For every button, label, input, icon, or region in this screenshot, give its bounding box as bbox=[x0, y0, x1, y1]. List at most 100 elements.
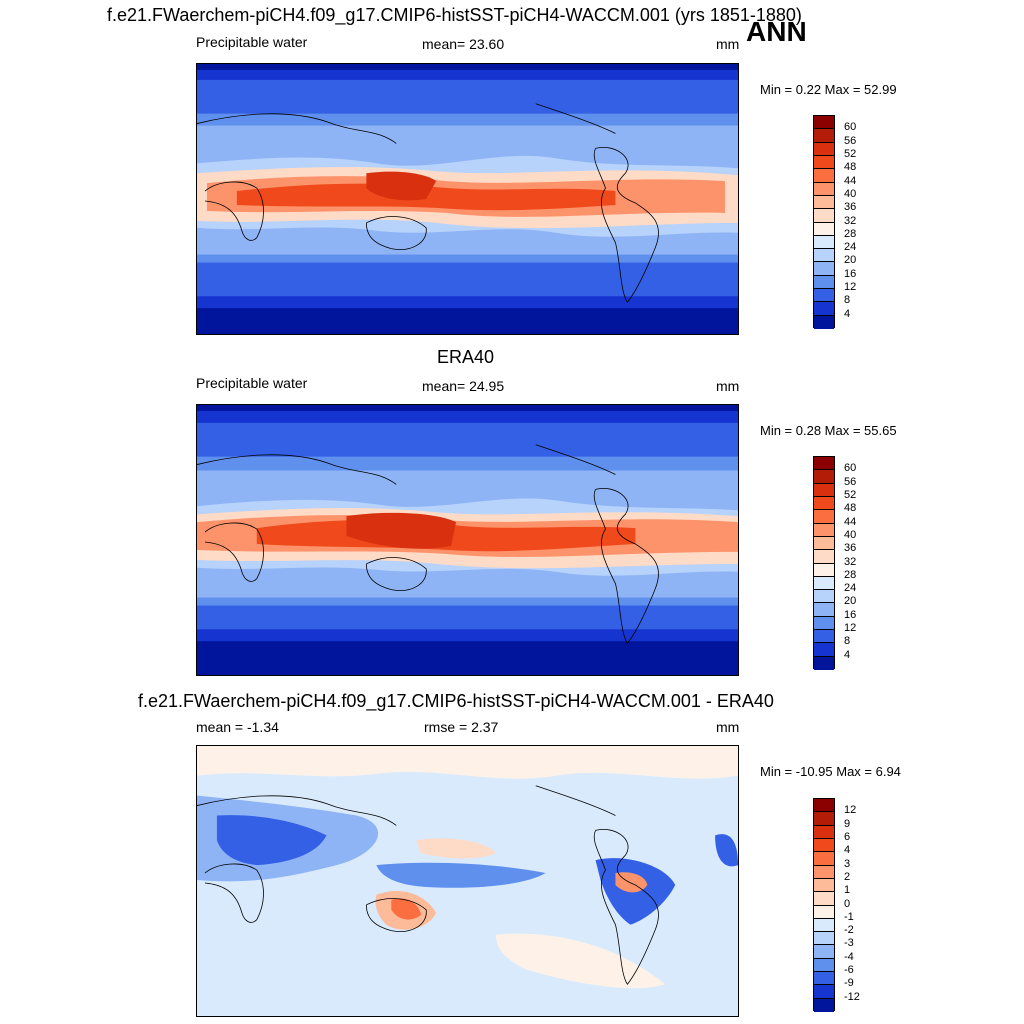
panel3-map bbox=[196, 745, 739, 1017]
colorbar-swatch bbox=[814, 289, 834, 303]
colorbar-swatch bbox=[814, 155, 834, 170]
colorbar-swatch bbox=[814, 812, 834, 826]
colorbar-swatch bbox=[814, 656, 834, 670]
colorbar-swatch bbox=[814, 182, 834, 196]
colorbar-swatch bbox=[814, 932, 834, 946]
colorbar-level-label: 32 bbox=[844, 555, 857, 568]
colorbar-swatch bbox=[814, 116, 834, 130]
panel2-variable-label: Precipitable water bbox=[196, 375, 308, 391]
colorbar-level-label: 12 bbox=[844, 622, 857, 635]
colorbar-level-label: 6 bbox=[844, 830, 851, 843]
panel2-map-field bbox=[197, 405, 738, 675]
colorbar-swatch bbox=[814, 523, 834, 537]
panel3-title: f.e21.FWaerchem-piCH4.f09_g17.CMIP6-hist… bbox=[138, 691, 774, 711]
colorbar-level-label: 56 bbox=[844, 475, 857, 488]
colorbar-swatch bbox=[814, 616, 834, 631]
colorbar-swatch bbox=[814, 550, 834, 564]
colorbar-level-label: 9 bbox=[844, 817, 851, 830]
season-label: ANN bbox=[746, 16, 807, 47]
colorbar-swatch bbox=[814, 315, 834, 329]
panel2-minmax-label: Min = 0.28 Max = 55.65 bbox=[760, 423, 897, 438]
panel2-units-label: mm bbox=[716, 378, 740, 394]
colorbar-swatch bbox=[814, 510, 834, 524]
colorbar-swatch bbox=[814, 878, 834, 893]
colorbar-swatch bbox=[814, 630, 834, 644]
panel2-map bbox=[196, 404, 739, 676]
colorbar-swatch bbox=[814, 222, 834, 236]
panel3-colorbar bbox=[813, 798, 835, 1012]
colorbar-swatch bbox=[814, 958, 834, 973]
colorbar-level-label: 52 bbox=[844, 147, 857, 160]
colorbar-level-label: 32 bbox=[844, 214, 857, 227]
colorbar-swatch bbox=[814, 918, 834, 933]
panel1-title: f.e21.FWaerchem-piCH4.f09_g17.CMIP6-hist… bbox=[107, 5, 802, 25]
colorbar-level-label: 40 bbox=[844, 528, 857, 541]
colorbar-level-label: 28 bbox=[844, 227, 857, 240]
colorbar-swatch bbox=[814, 249, 834, 263]
panel2-title: ERA40 bbox=[437, 347, 495, 367]
colorbar-swatch bbox=[814, 275, 834, 290]
colorbar-swatch bbox=[814, 302, 834, 316]
colorbar-level-label: -9 bbox=[844, 977, 854, 990]
colorbar-level-label: 20 bbox=[844, 595, 857, 608]
panel1-map bbox=[196, 63, 739, 335]
colorbar-swatch bbox=[814, 905, 834, 919]
colorbar-swatch bbox=[814, 852, 834, 866]
panel3-map-field bbox=[197, 746, 738, 1016]
colorbar-swatch bbox=[814, 825, 834, 839]
panel1-map-field bbox=[197, 64, 738, 334]
colorbar-level-label: -2 bbox=[844, 924, 854, 937]
panel2-mean-label: mean= 24.95 bbox=[422, 378, 505, 394]
colorbar-level-label: 12 bbox=[844, 804, 857, 817]
colorbar-swatch bbox=[814, 169, 834, 183]
colorbar-swatch bbox=[814, 972, 834, 986]
colorbar-level-label: 2 bbox=[844, 870, 851, 883]
colorbar-swatch bbox=[814, 457, 834, 471]
panel1-colorbar bbox=[813, 115, 835, 329]
colorbar-swatch bbox=[814, 603, 834, 617]
colorbar-level-label: 56 bbox=[844, 134, 857, 147]
colorbar-swatch bbox=[814, 235, 834, 250]
colorbar-swatch bbox=[814, 496, 834, 511]
colorbar-swatch bbox=[814, 563, 834, 577]
colorbar-level-label: 44 bbox=[844, 174, 857, 187]
colorbar-swatch bbox=[814, 142, 834, 156]
colorbar-level-label: 12 bbox=[844, 281, 857, 294]
colorbar-level-label: 36 bbox=[844, 542, 857, 555]
colorbar-level-label: 36 bbox=[844, 201, 857, 214]
colorbar-level-label: 0 bbox=[844, 897, 851, 910]
colorbar-level-label: 16 bbox=[844, 608, 857, 621]
colorbar-level-label: -1 bbox=[844, 910, 854, 923]
colorbar-level-label: 20 bbox=[844, 254, 857, 267]
colorbar-swatch bbox=[814, 985, 834, 999]
colorbar-level-label: 48 bbox=[844, 502, 857, 515]
colorbar-swatch bbox=[814, 536, 834, 551]
colorbar-swatch bbox=[814, 483, 834, 497]
colorbar-swatch bbox=[814, 590, 834, 604]
colorbar-level-label: 60 bbox=[844, 462, 857, 475]
panel1-mean-label: mean= 23.60 bbox=[422, 36, 505, 52]
colorbar-level-label: 4 bbox=[844, 648, 851, 661]
panel3-units-label: mm bbox=[716, 719, 740, 735]
panel3-mean-label: mean = -1.34 bbox=[196, 719, 279, 735]
colorbar-level-label: 52 bbox=[844, 488, 857, 501]
colorbar-swatch bbox=[814, 799, 834, 813]
colorbar-level-label: 24 bbox=[844, 582, 857, 595]
panel3-rmse-label: rmse = 2.37 bbox=[424, 719, 499, 735]
colorbar-swatch bbox=[814, 262, 834, 276]
colorbar-swatch bbox=[814, 576, 834, 591]
colorbar-level-label: 8 bbox=[844, 635, 851, 648]
colorbar-level-label: 4 bbox=[844, 844, 851, 857]
colorbar-level-label: 1 bbox=[844, 884, 851, 897]
colorbar-level-label: -6 bbox=[844, 964, 854, 977]
colorbar-level-label: 4 bbox=[844, 307, 851, 320]
colorbar-level-label: 3 bbox=[844, 857, 851, 870]
colorbar-swatch bbox=[814, 643, 834, 657]
colorbar-swatch bbox=[814, 129, 834, 143]
colorbar-level-label: -12 bbox=[844, 990, 860, 1003]
colorbar-swatch bbox=[814, 945, 834, 959]
colorbar-level-label: 40 bbox=[844, 187, 857, 200]
colorbar-level-label: 48 bbox=[844, 161, 857, 174]
colorbar-swatch bbox=[814, 195, 834, 210]
panel2-colorbar bbox=[813, 456, 835, 670]
